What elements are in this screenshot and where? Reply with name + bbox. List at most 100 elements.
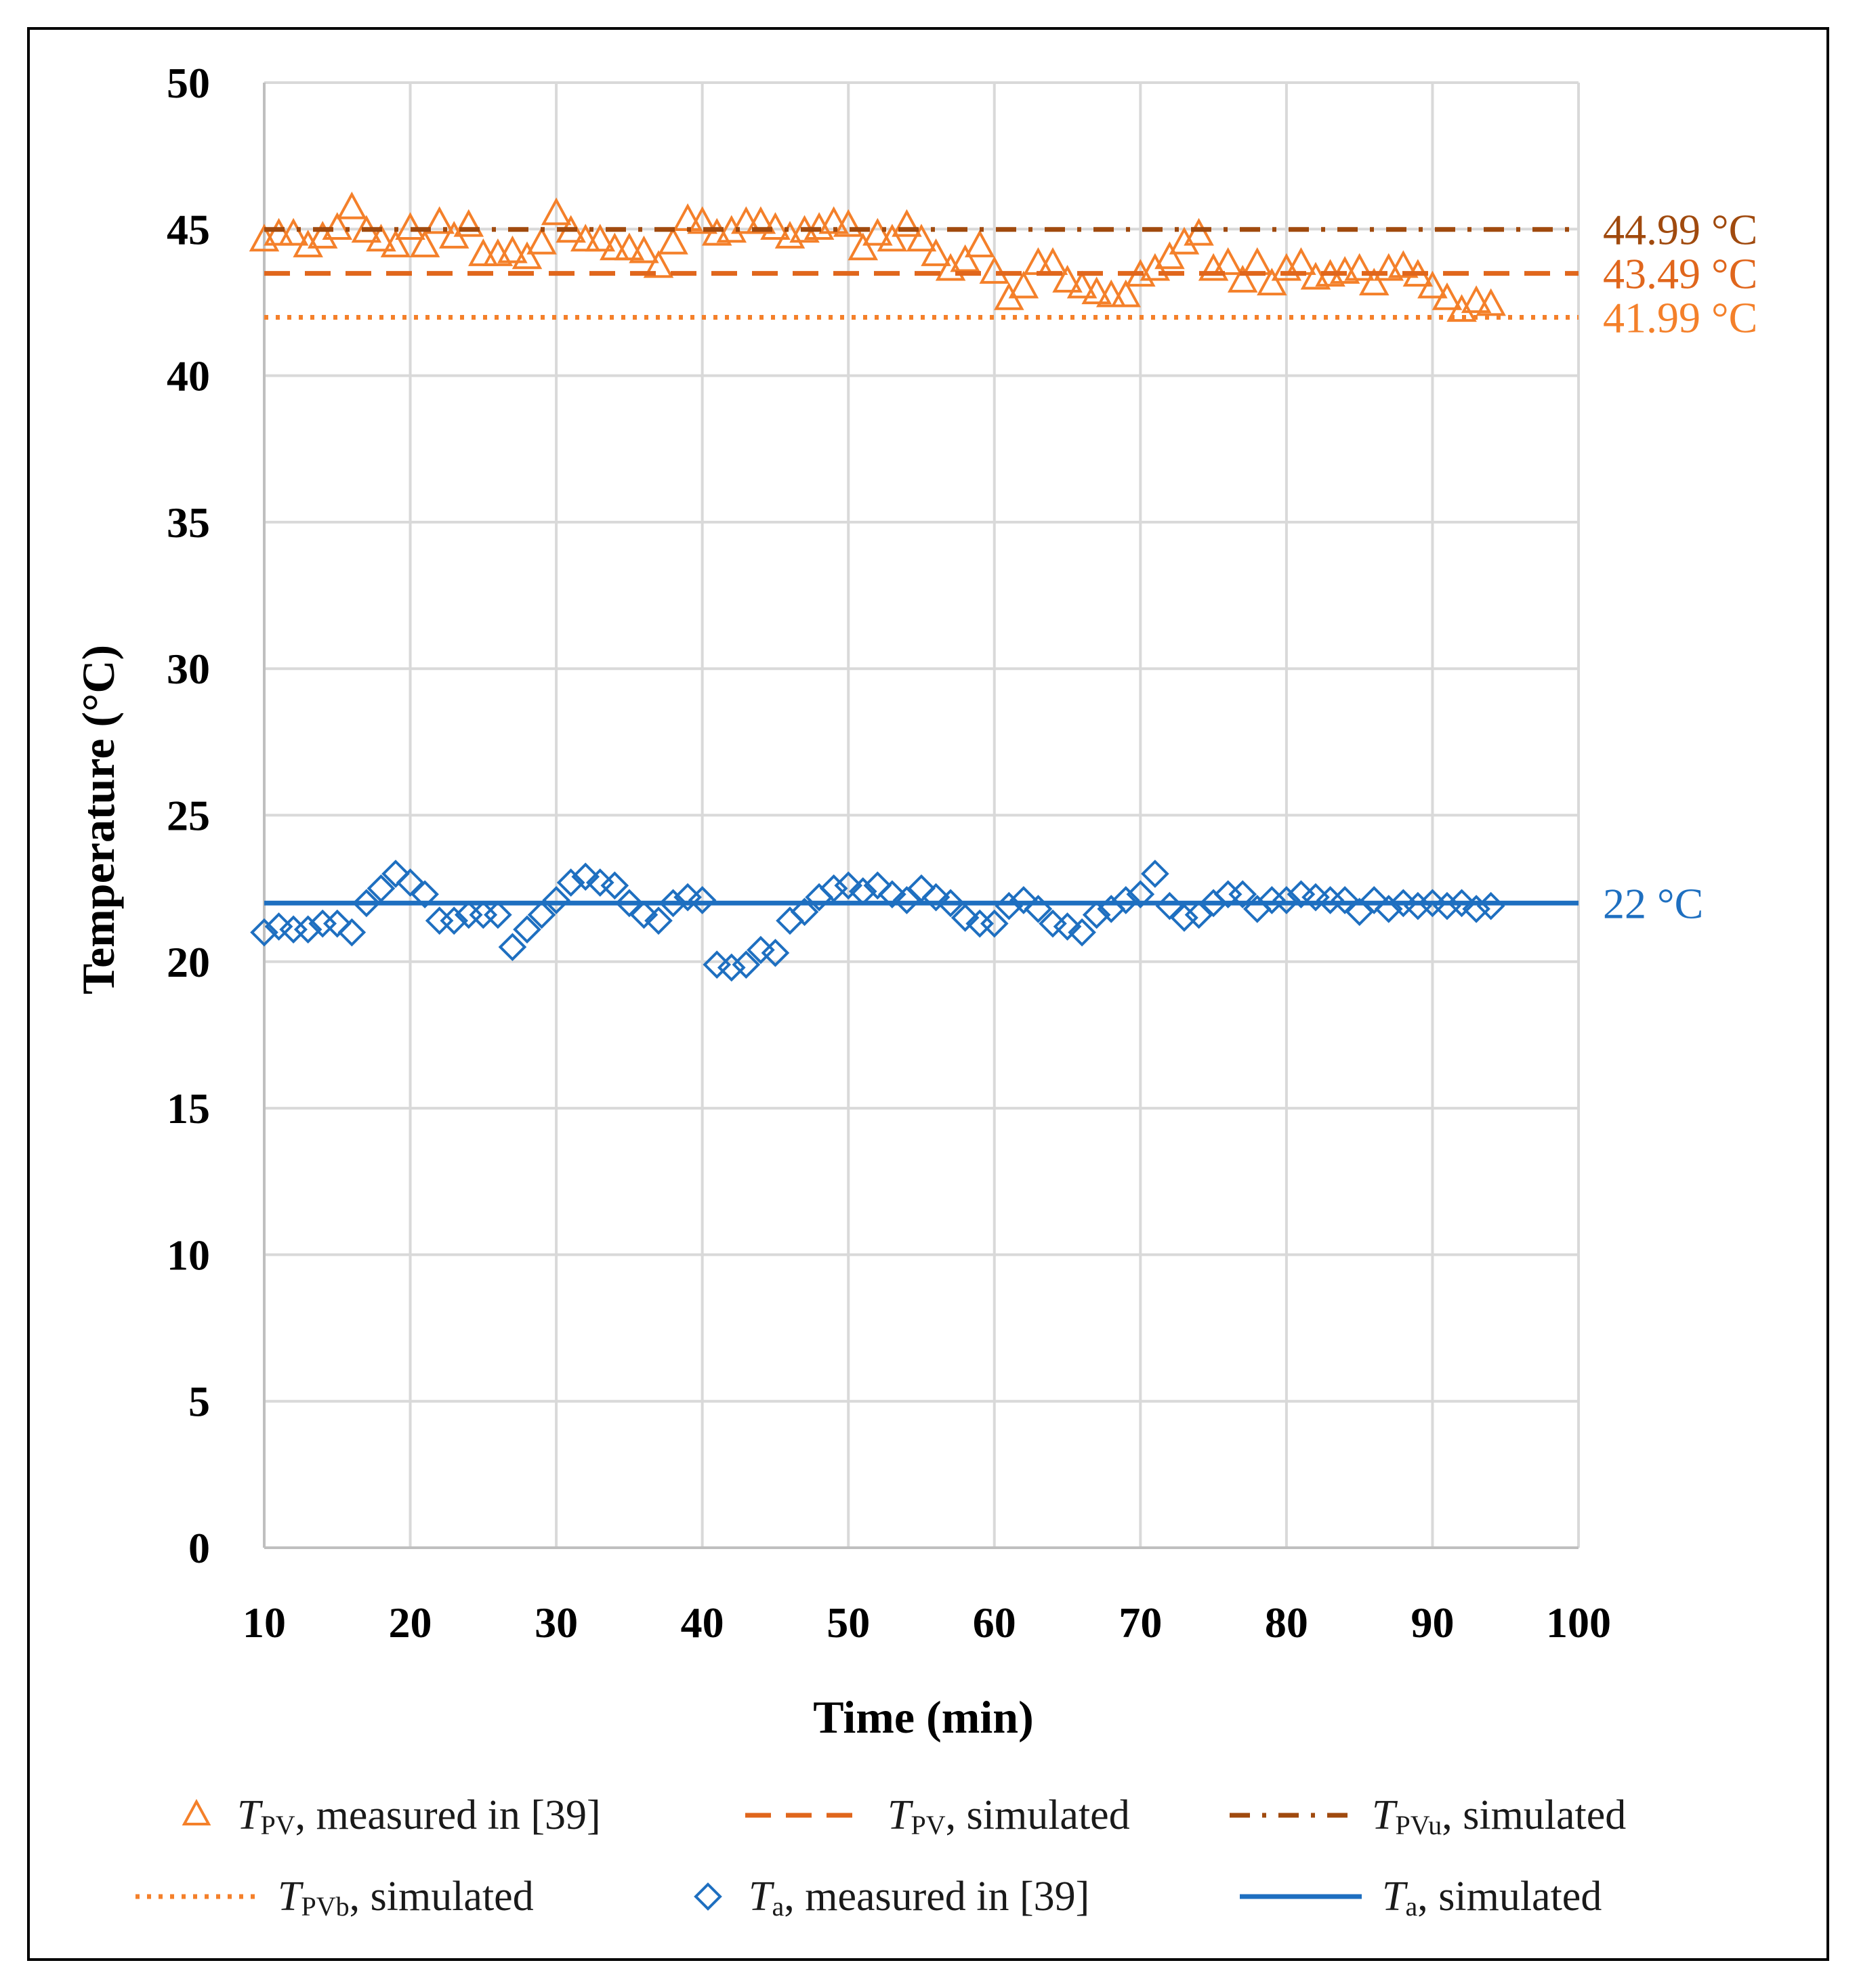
tpv-measured-point: [629, 235, 659, 263]
tpv-measured-point: [541, 197, 572, 226]
legend-symbol: T: [749, 1874, 775, 1920]
y-tick-label: 40: [167, 352, 210, 400]
ta-measured-point: [1170, 904, 1198, 932]
legend-symbol: T: [278, 1874, 304, 1920]
tpv-measured-point: [848, 232, 879, 261]
tpv-measured-point: [570, 224, 601, 252]
tpv-measured-point: [892, 209, 922, 237]
legend-text: , simulated: [350, 1874, 534, 1920]
ta-measured-point: [381, 860, 410, 888]
ta-measured-point: [1111, 886, 1140, 914]
ta-measured-point: [863, 871, 892, 900]
ta-measured-point: [1345, 897, 1374, 927]
legend-subscript: PV: [260, 1810, 295, 1840]
ta-measured-point: [322, 909, 352, 938]
legend-item: TPV, measured in [39]: [182, 1792, 601, 1840]
tpv-measured-point: [964, 230, 995, 257]
ta-measured-point: [571, 862, 600, 891]
x-tick-label: 100: [1546, 1599, 1611, 1647]
tpv-measured-point: [453, 209, 484, 237]
x-tick-label: 40: [681, 1599, 724, 1647]
tpv-measured-point: [818, 206, 849, 234]
y-tick-label: 5: [188, 1378, 210, 1426]
ta-measured-point: [396, 868, 425, 897]
tpv-measured-point: [468, 238, 499, 266]
legend-symbol: T: [1382, 1874, 1408, 1920]
ta-measured-point: [878, 880, 906, 909]
tpv-measured-point: [1344, 253, 1375, 281]
ta-measured-point: [1126, 880, 1155, 909]
ta-measured-point: [469, 900, 498, 929]
ta-measured-point: [1141, 860, 1169, 888]
y-tick-label: 30: [167, 645, 210, 693]
ta-measured-point: [527, 900, 556, 929]
legend-subscript: PVb: [301, 1891, 349, 1922]
tpv-measured-point: [366, 224, 396, 252]
tpv-measured-point: [1081, 276, 1112, 305]
ta-measured-point: [907, 874, 936, 903]
tpv-measured-point: [1461, 285, 1492, 314]
tpv-measured-point: [380, 230, 411, 257]
tpv-measured-point: [935, 253, 966, 281]
ta-measured-point: [1155, 891, 1184, 921]
legend-item: TPV, simulated: [745, 1792, 1130, 1840]
value-annotation: 41.99 °C: [1603, 294, 1757, 342]
grid: [263, 81, 1580, 1549]
legend-subscript: PV: [911, 1810, 945, 1840]
ta-measured-point: [293, 915, 322, 944]
ta-measured-point: [892, 886, 921, 914]
tpv-measured-point: [1476, 288, 1506, 316]
legend-subscript: a: [1405, 1891, 1417, 1922]
tpv-measured-point: [1257, 268, 1287, 296]
tpv-measured-point: [1095, 279, 1127, 308]
ta-measured-point: [411, 880, 439, 909]
tpv-measured-point: [526, 226, 557, 255]
legend-label: TPVb, simulated: [278, 1874, 534, 1922]
legend-diamond-swatch: [694, 1882, 722, 1911]
ta-measured-point: [834, 871, 863, 900]
tpv-measured-point: [979, 256, 1010, 284]
ta-measured-point: [761, 938, 790, 967]
tpv-measured-point: [1286, 247, 1316, 275]
y-axis-title: Temperature (°C): [72, 645, 124, 994]
ta-measured-point: [776, 906, 804, 935]
ta-measured-point: [440, 906, 469, 935]
ta-measured-point: [600, 871, 629, 900]
ta-measured-point: [1360, 886, 1389, 914]
legend-text: , measured in [39]: [295, 1792, 601, 1838]
tpv-measured-point: [1417, 270, 1448, 299]
tpv-measured-point: [395, 212, 425, 240]
tpv-measured-point: [1110, 279, 1142, 308]
tpv-measured-point: [409, 230, 440, 257]
tpv-measured-point: [1008, 270, 1039, 299]
tpv-measured-point: [1213, 247, 1243, 275]
value-annotation: 43.49 °C: [1603, 250, 1757, 298]
ta-measured-point: [513, 915, 541, 944]
ta-measured-point: [1053, 912, 1082, 941]
ta-measured-point: [250, 918, 278, 947]
legend-label: TPV, measured in [39]: [237, 1792, 601, 1840]
ta-measured-point: [1068, 918, 1096, 947]
tpv-measured-point: [1169, 226, 1200, 255]
tpv-measured-point: [424, 206, 455, 234]
tpv-measured-point: [1432, 282, 1463, 310]
axes: 0 5 10 15 20 25 30 35 40 45 50 10 20 30 40 50 60 70 80 90 10…: [167, 59, 1611, 1647]
y-tick-label: 45: [167, 205, 210, 253]
ta-measured-point: [367, 874, 396, 903]
series-layer: [249, 191, 1579, 982]
tpv-measured-point: [322, 212, 353, 240]
ta-measured-point: [1009, 886, 1038, 914]
ta-measured-point: [936, 889, 965, 918]
ta-measured-point: [1228, 880, 1257, 909]
ta-measured-point: [1184, 900, 1213, 929]
ta-measured-point: [1082, 900, 1111, 929]
legend-label: Ta, measured in [39]: [749, 1874, 1089, 1922]
tpv-measured-point: [1184, 217, 1214, 246]
chart-frame: [27, 27, 1829, 1961]
x-axis-title: Time (min): [813, 1691, 1034, 1743]
tpv-measured-point: [687, 206, 717, 234]
y-tick-label: 25: [167, 792, 210, 840]
ta-measured-point: [1257, 886, 1287, 914]
tpv-measured-point: [585, 224, 616, 252]
ta-measured-point: [732, 950, 761, 979]
